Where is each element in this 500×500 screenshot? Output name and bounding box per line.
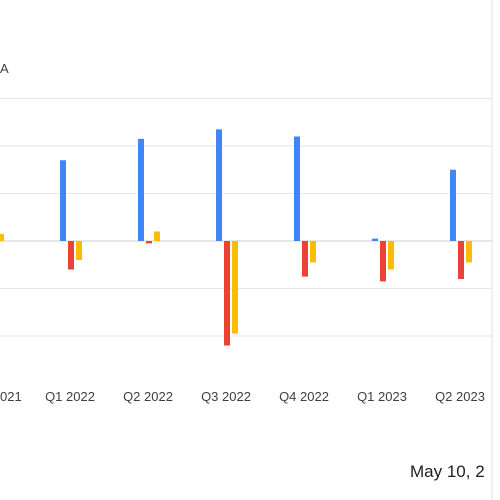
bar bbox=[466, 241, 472, 263]
bar-layer bbox=[0, 129, 472, 346]
x-tick-label: Q2 2023 bbox=[435, 389, 485, 404]
bar bbox=[76, 241, 82, 260]
x-tick-label: Q3 2022 bbox=[201, 389, 251, 404]
bar bbox=[372, 238, 378, 241]
x-axis-labels: 021 Q1 2022 Q2 2022 Q3 2022 Q4 2022 Q1 2023 Q2… bbox=[0, 389, 485, 404]
bar bbox=[146, 241, 152, 244]
bar bbox=[0, 233, 4, 241]
bar bbox=[450, 169, 456, 241]
bar bbox=[458, 241, 464, 279]
grid-layer bbox=[0, 98, 492, 337]
x-tick-label: Q2 2022 bbox=[123, 389, 173, 404]
bar bbox=[310, 241, 316, 263]
x-tick-label: Q1 2023 bbox=[357, 389, 407, 404]
bar bbox=[232, 241, 238, 334]
bar bbox=[388, 241, 394, 270]
bar bbox=[154, 231, 160, 241]
bar bbox=[294, 136, 300, 241]
bar bbox=[60, 160, 66, 241]
footer-date: May 10, 2 bbox=[410, 462, 485, 481]
bar bbox=[380, 241, 386, 282]
bar bbox=[302, 241, 308, 277]
x-tick-label: Q4 2022 bbox=[279, 389, 329, 404]
bar bbox=[216, 129, 222, 241]
x-tick-label: Q1 2022 bbox=[45, 389, 95, 404]
corner-label: A bbox=[0, 61, 9, 76]
bar bbox=[224, 241, 230, 346]
bar bbox=[68, 241, 74, 270]
bar bbox=[138, 138, 144, 241]
x-tick-label: 021 bbox=[0, 389, 22, 404]
